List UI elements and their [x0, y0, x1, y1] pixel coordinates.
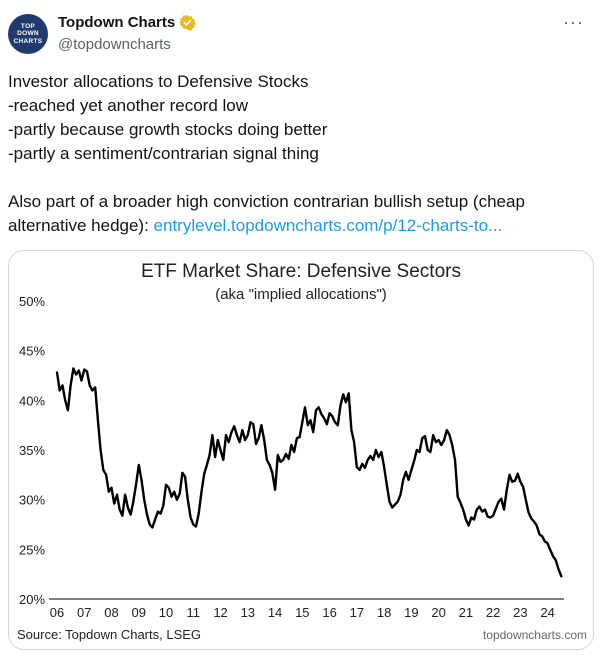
x-tick-label: 13 [241, 605, 255, 620]
avatar-line: DOWN [17, 30, 39, 38]
more-options-icon[interactable]: ··· [563, 12, 584, 32]
y-tick-label: 30% [19, 493, 45, 508]
x-tick-label: 11 [187, 605, 201, 620]
post-text-line: -partly because growth stocks doing bett… [8, 120, 328, 139]
handle[interactable]: @topdowncharts [58, 36, 171, 53]
x-tick-label: 14 [268, 605, 282, 620]
post-text-line: -reached yet another record low [8, 96, 249, 115]
x-tick-label: 07 [77, 605, 91, 620]
x-tick-label: 15 [295, 605, 309, 620]
chart-source: Source: Topdown Charts, LSEG [17, 627, 201, 642]
x-tick-label: 23 [513, 605, 527, 620]
x-tick-label: 19 [404, 605, 418, 620]
y-tick-label: 45% [19, 344, 45, 359]
chart-subtitle: (aka "implied allocations") [215, 286, 387, 303]
post-link[interactable]: entrylevel.topdowncharts.com/p/12-charts… [153, 216, 503, 235]
y-axis: 50% 45% 40% 35% 30% 25% 20% [19, 294, 45, 607]
x-tick-label: 08 [104, 605, 118, 620]
chart-watermark: topdowncharts.com [483, 628, 587, 642]
x-tick-label: 06 [50, 605, 64, 620]
y-tick-label: 20% [19, 592, 45, 607]
x-tick-label: 20 [431, 605, 445, 620]
series-line [55, 367, 563, 578]
display-name[interactable]: Topdown Charts [58, 14, 176, 31]
avatar-line: TOP [20, 22, 36, 30]
y-tick-label: 35% [19, 443, 45, 458]
x-tick-label: 10 [159, 605, 173, 620]
x-tick-label: 17 [350, 605, 364, 620]
avatar[interactable]: TOP DOWN CHARTS [8, 14, 48, 54]
y-tick-label: 50% [19, 294, 45, 309]
verified-badge-icon [179, 15, 197, 31]
avatar-line: CHARTS [13, 37, 43, 45]
x-tick-label: 16 [322, 605, 336, 620]
x-tick-label: 21 [459, 605, 473, 620]
chart-card[interactable]: ETF Market Share: Defensive Sectors (aka… [8, 250, 594, 650]
name-row: Topdown Charts [58, 14, 197, 31]
chart: ETF Market Share: Defensive Sectors (aka… [17, 261, 587, 642]
x-tick-label: 18 [377, 605, 391, 620]
post-text-line: Investor allocations to Defensive Stocks [8, 72, 309, 91]
post-text-line: Also part of a broader high conviction c… [8, 192, 525, 235]
x-tick-label: 24 [540, 605, 554, 620]
y-tick-label: 40% [19, 393, 45, 408]
post-text-line: -partly a sentiment/contrarian signal th… [8, 144, 319, 163]
y-tick-label: 25% [19, 542, 45, 557]
x-axis: 06 07 08 09 10 11 12 13 14 15 16 17 18 19 20 21 22 23 24 [50, 605, 555, 620]
chart-title: ETF Market Share: Defensive Sectors [141, 261, 461, 282]
x-tick-label: 22 [486, 605, 500, 620]
x-tick-label: 09 [132, 605, 146, 620]
post-text: Investor allocations to Defensive Stocks… [8, 70, 588, 238]
x-tick-label: 12 [213, 605, 227, 620]
post-header: TOP DOWN CHARTS Topdown Charts @topdownc… [8, 8, 592, 56]
